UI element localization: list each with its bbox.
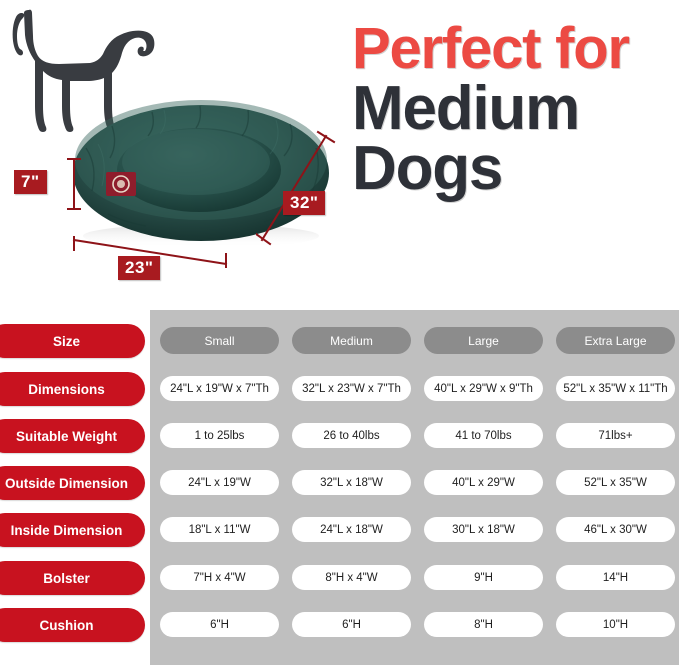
row-label-inside-dimension: Inside Dimension (0, 513, 145, 547)
dimension-badge-width: 23" (118, 256, 161, 280)
column-header-small: Small (160, 327, 279, 354)
table-cell: 26 to 40lbs (292, 423, 411, 448)
column-header-large: Large (424, 327, 543, 354)
table-cell: 52"L x 35"W (556, 470, 675, 495)
dog-silhouette-icon (12, 9, 155, 132)
headline: Perfect for Medium Dogs (352, 16, 674, 203)
table-cell: 7"H x 4"W (160, 565, 279, 590)
table-cell: 14"H (556, 565, 675, 590)
height-dimension-line (67, 158, 81, 210)
table-cell: 1 to 25lbs (160, 423, 279, 448)
table-cell: 30"L x 18"W (424, 517, 543, 542)
width-dimension-line (72, 236, 228, 268)
table-cell: 40"L x 29"W (424, 470, 543, 495)
dimension-badge-depth: 32" (283, 191, 326, 215)
column-header-extra-large: Extra Large (556, 327, 675, 354)
spec-table: Size Dimensions Suitable Weight Outside Dim… (0, 310, 679, 665)
table-cell: 10"H (556, 612, 675, 637)
headline-line-2: Medium (352, 73, 580, 143)
headline-line-1: Perfect for (352, 16, 630, 81)
column-header-medium: Medium (292, 327, 411, 354)
row-label-cushion: Cushion (0, 608, 145, 642)
row-label-suitable-weight: Suitable Weight (0, 419, 145, 453)
table-cell: 6"H (292, 612, 411, 637)
table-cell: 52"L x 35"W x 11"Th (556, 376, 675, 401)
row-label-outside-dimension: Outside Dimension (0, 466, 145, 500)
row-label-dimensions: Dimensions (0, 372, 145, 406)
table-cell: 71lbs+ (556, 423, 675, 448)
table-cell: 24"L x 18"W (292, 517, 411, 542)
table-cell: 18"L x 11"W (160, 517, 279, 542)
dog-bed-photo (73, 100, 329, 248)
table-cell: 41 to 70lbs (424, 423, 543, 448)
headline-line-3: Dogs (352, 133, 503, 203)
table-cell: 8"H (424, 612, 543, 637)
table-cell: 9"H (424, 565, 543, 590)
hero-section: 7" 32" 23" Perfect for Medium Dogs (0, 0, 679, 310)
table-cell: 32"L x 23"W x 7"Th (292, 376, 411, 401)
dimension-badge-height: 7" (14, 170, 47, 194)
row-label-bolster: Bolster (0, 561, 145, 595)
table-cell: 24"L x 19"W x 7"Th (160, 376, 279, 401)
row-label-size: Size (0, 324, 145, 358)
table-cell: 24"L x 19"W (160, 470, 279, 495)
table-cell: 32"L x 18"W (292, 470, 411, 495)
table-cell: 6"H (160, 612, 279, 637)
table-cell: 40"L x 29"W x 9"Th (424, 376, 543, 401)
table-cell: 8"H x 4"W (292, 565, 411, 590)
table-cell: 46"L x 30"W (556, 517, 675, 542)
brand-tag (106, 172, 136, 196)
depth-dimension-line (256, 130, 336, 246)
